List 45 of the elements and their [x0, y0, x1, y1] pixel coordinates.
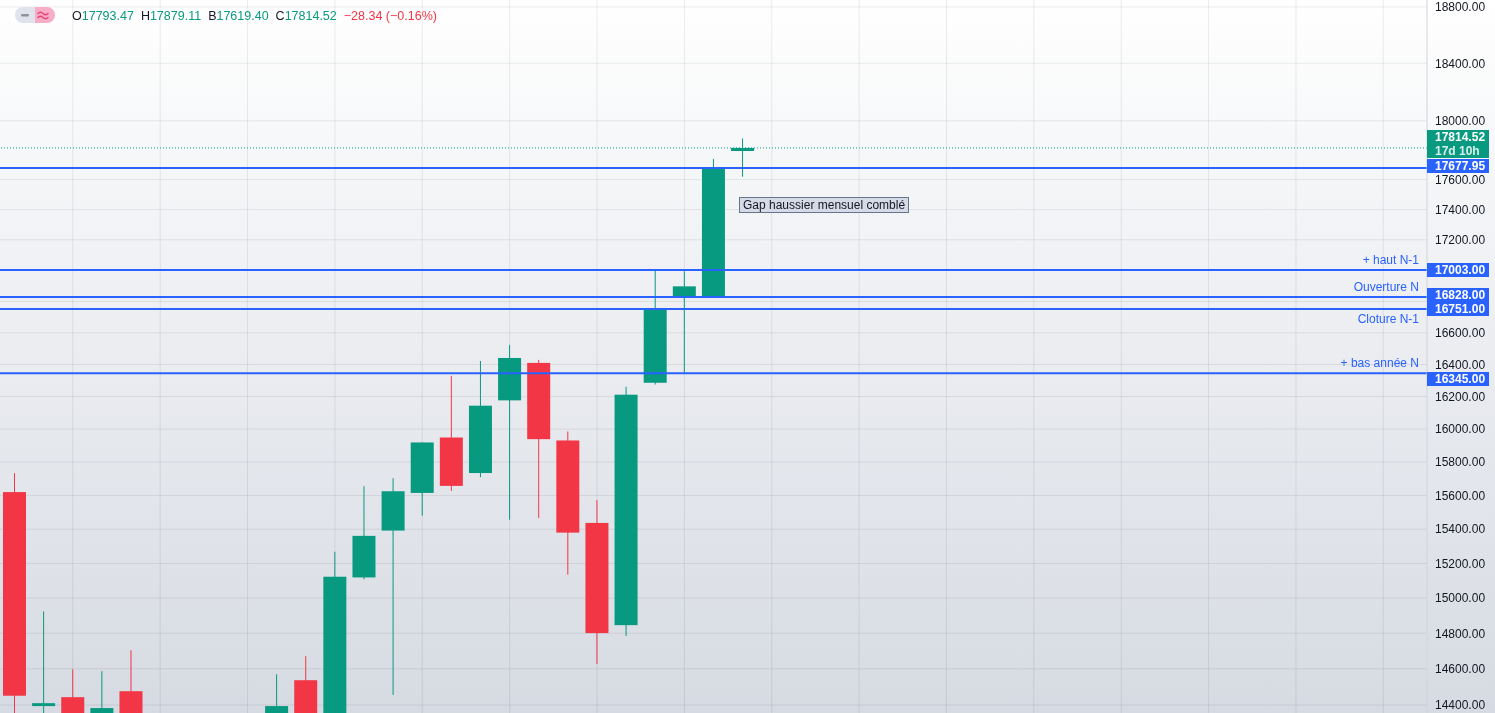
y-tick-label: 15800.00 — [1435, 455, 1486, 470]
ref-line-label: + bas année N — [1340, 356, 1419, 371]
y-tick-label: 16600.00 — [1435, 326, 1486, 341]
y-tick-label: 17200.00 — [1435, 233, 1486, 248]
ref-line-label: Cloture N-1 — [1357, 312, 1419, 327]
y-tick-label: 16400.00 — [1435, 357, 1486, 372]
price-tag: 16751.00 — [1427, 302, 1489, 317]
y-tick-label: 15000.00 — [1435, 591, 1486, 606]
candlestick — [265, 673, 289, 713]
y-tick-label: 18000.00 — [1435, 114, 1486, 129]
y-tick-label: 18400.00 — [1435, 56, 1486, 71]
candlestick — [90, 670, 114, 713]
countdown-tag: 17d 10h — [1427, 144, 1489, 159]
price-tag: 16345.00 — [1427, 371, 1489, 386]
y-tick-label: 14600.00 — [1435, 662, 1486, 677]
annotation: C — [275, 9, 285, 23]
y-tick-label: 18800.00 — [1435, 0, 1486, 15]
annotation: 17793.47 — [81, 9, 134, 23]
annotation: H — [140, 9, 150, 23]
y-tick-label: 16000.00 — [1435, 422, 1486, 437]
y-tick-label: 15600.00 — [1435, 488, 1486, 503]
note-box: Gap haussier mensuel comblé — [739, 197, 910, 213]
y-tick-label: 15400.00 — [1435, 522, 1486, 537]
y-tick-label: 17400.00 — [1435, 202, 1486, 217]
y-tick-label: 14800.00 — [1435, 626, 1486, 641]
candlestick — [672, 270, 696, 374]
annotation: 17619.40 — [216, 9, 269, 23]
annotation: B — [208, 9, 217, 23]
price-tag: 17677.95 — [1427, 158, 1489, 173]
y-tick-label: 16200.00 — [1435, 389, 1486, 404]
y-tick-label: 17600.00 — [1435, 172, 1486, 187]
annotation: −28.34 (−0.16%) — [343, 9, 437, 23]
price-tag: 16828.00 — [1427, 288, 1489, 303]
candlestick — [32, 610, 56, 713]
candlestick — [61, 668, 85, 713]
annotation: 17879.11 — [149, 9, 202, 23]
y-tick-label: 14400.00 — [1435, 698, 1486, 713]
ref-line-label: Ouverture N — [1353, 280, 1419, 295]
annotation: 17814.52 — [284, 9, 337, 23]
ref-line-label: + haut N-1 — [1362, 252, 1419, 267]
price-tag: 17003.00 — [1427, 262, 1489, 277]
candlestick — [119, 649, 143, 713]
annotation: O — [72, 9, 82, 23]
price-tag: 17814.52 — [1427, 130, 1489, 145]
y-tick-label: 15200.00 — [1435, 556, 1486, 571]
